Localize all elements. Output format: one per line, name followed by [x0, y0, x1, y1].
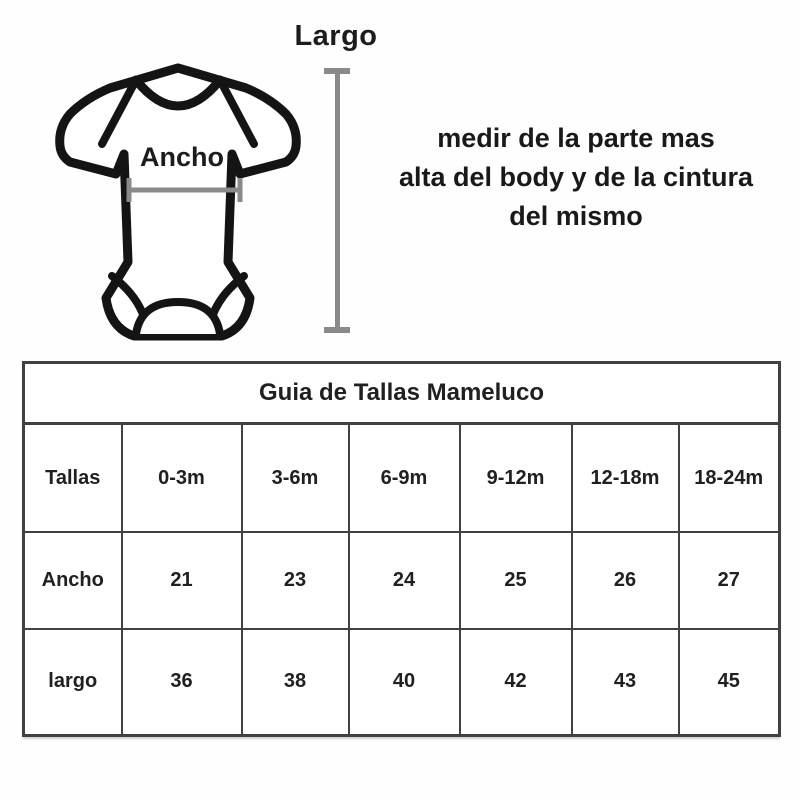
table-title-row: Guia de Tallas Mameluco	[22, 361, 781, 426]
neckline-scoop	[131, 75, 225, 111]
column-header-9-12m: 9-12m	[458, 422, 573, 534]
table-title: Guia de Tallas Mameluco	[22, 361, 781, 426]
column-header-0-3m: 0-3m	[120, 422, 243, 534]
instruction-line: medir de la parte mas	[437, 123, 715, 153]
cell-ancho-18-24m: 27	[677, 531, 781, 630]
cell-largo-12-18m: 43	[570, 627, 680, 737]
cell-ancho-3-6m: 23	[240, 531, 350, 630]
row-label-largo: largo	[22, 627, 123, 737]
baby-bodysuit-icon	[55, 63, 301, 341]
table-row-largo: largo 36 38 40 42 43 45	[22, 627, 781, 737]
cell-ancho-9-12m: 25	[458, 531, 573, 630]
bodysuit-outline	[55, 63, 301, 341]
column-header-tallas: Tallas	[22, 422, 123, 534]
measure-stem	[334, 74, 340, 327]
column-header-3-6m: 3-6m	[240, 422, 350, 534]
cell-largo-0-3m: 36	[120, 627, 243, 737]
instruction-line: del mismo	[509, 201, 643, 231]
column-header-18-24m: 18-24m	[677, 422, 781, 534]
column-header-12-18m: 12-18m	[570, 422, 680, 534]
cell-largo-9-12m: 42	[458, 627, 573, 737]
column-header-6-9m: 6-9m	[347, 422, 461, 534]
size-guide-table: Guia de Tallas Mameluco Tallas 0-3m 3-6m…	[22, 361, 781, 737]
table-header-row: Tallas 0-3m 3-6m 6-9m 9-12m 12-18m 18-24…	[22, 422, 781, 534]
largo-measurement-label: Largo	[294, 20, 378, 52]
left-shoulder-flap	[98, 76, 140, 148]
right-shoulder-flap	[216, 76, 258, 148]
cell-ancho-6-9m: 24	[347, 531, 461, 630]
cell-largo-3-6m: 38	[240, 627, 350, 737]
instruction-line: alta del body y de la cintura	[398, 162, 754, 192]
length-measure-line-icon	[322, 68, 352, 333]
row-label-ancho: Ancho	[22, 531, 123, 630]
cell-largo-6-9m: 40	[347, 627, 461, 737]
cell-largo-18-24m: 45	[677, 627, 781, 737]
ancho-measurement-label: Ancho	[140, 142, 224, 172]
measuring-instructions: medir de la parte mas alta del body y de…	[372, 119, 780, 236]
table-row-ancho: Ancho 21 23 24 25 26 27	[22, 531, 781, 630]
cell-ancho-12-18m: 26	[570, 531, 680, 630]
measure-cap-top	[324, 68, 350, 74]
measure-cap-bottom	[324, 327, 350, 333]
cell-ancho-0-3m: 21	[120, 531, 243, 630]
crotch-snap-flap	[132, 297, 224, 338]
